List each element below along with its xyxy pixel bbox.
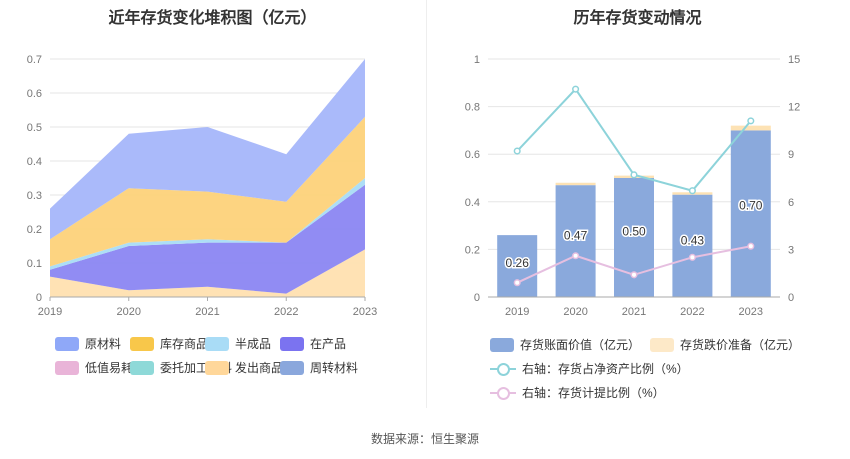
bar-book-value [555,185,596,297]
panel-divider [426,0,427,408]
line-point [630,271,638,279]
area-series-4 [50,59,365,240]
y2-tick-label: 6 [788,197,794,209]
y-tick-label: 0.4 [465,197,480,209]
legend-line-marker [490,386,516,400]
x-tick-label: 2022 [680,306,704,318]
right-chart-title: 历年存货变动情况 [573,10,702,27]
bar-book-value [730,130,771,297]
legend-label: 半成品 [235,337,272,351]
legend-label: 库存商品 [160,337,209,351]
legend-item[interactable]: 在产品 [280,335,346,352]
area-series-0 [50,249,365,297]
line-point [688,187,696,195]
legend-label: 存货账面价值（亿元） [520,338,641,352]
y2-tick-label: 0 [788,292,794,304]
legend-item[interactable]: 原材料 [55,335,121,352]
legend-item[interactable]: 右轴：存货计提比例（%） [490,384,665,401]
x-tick-label: 2019 [505,306,529,318]
left-chart-areas [50,59,365,297]
bar-book-value [672,194,713,297]
x-tick-label: 2023 [739,306,763,318]
legend-label: 存货跌价准备（亿元） [680,338,801,352]
y-tick-label: 0.7 [27,54,42,66]
data-source-note: 数据来源：恒生聚源 [370,432,479,446]
legend-item[interactable]: 周转材料 [280,359,358,376]
legend-label: 右轴：存货占净资产比例（%） [522,362,689,376]
legend-label: 发出商品 [235,361,284,375]
charts-canvas: 0 0.1 0.2 0.3 0.4 0.5 0.6 0.7 2019 2020 2021 2022 20… [27,54,801,318]
right-chart-lines [513,85,755,287]
legend-swatch [205,360,229,375]
left-chart-title: 近年存货变化堆积图（亿元） [108,10,317,27]
right-chart-axes: 0 0.2 0.4 0.6 0.8 1 0 3 6 9 12 15 2019 2020 2021 2022 20… [465,54,801,318]
legend-swatch [55,336,79,351]
bar-impairment [730,125,771,131]
legend-item[interactable]: 发出商品 [205,359,283,376]
y2-tick-label: 9 [788,149,794,161]
y-tick-label: 1 [474,54,480,66]
bar-impairment [555,182,596,186]
x-tick-label: 2023 [353,306,377,318]
y-tick-label: 0.2 [27,224,42,236]
legend-label: 右轴：存货计提比例（%） [522,386,665,400]
line-point [688,253,696,261]
legend-swatch [205,336,229,351]
line-point [513,279,521,287]
right-chart-labels: 0.26 0.47 0.50 0.43 0.70 [504,197,764,272]
left-chart-axes: 0 0.1 0.2 0.3 0.4 0.5 0.6 0.7 2019 2020 2021 2022 20… [27,54,378,318]
x-tick-label: 2020 [563,306,587,318]
legend-swatch [650,337,674,352]
legend-swatch [55,360,79,375]
y-tick-label: 0.3 [27,190,42,202]
y-tick-label: 0 [474,292,480,304]
legend-item[interactable]: 半成品 [205,335,271,352]
bar-value-label: 0.70 [739,198,763,212]
line-point [630,171,638,179]
legend-swatch [130,336,154,351]
legend-label: 原材料 [85,337,122,351]
y-tick-label: 0.6 [465,149,480,161]
line-point [572,252,580,260]
legend-label: 周转材料 [310,361,359,375]
line-point [572,85,580,93]
y-tick-label: 0 [36,292,42,304]
area-series-1 [50,184,365,294]
legend-item[interactable]: 存货账面价值（亿元） [490,336,640,353]
bar-value-label: 0.26 [506,256,530,270]
x-tick-label: 2021 [622,306,646,318]
bar-book-value [497,235,538,297]
y-tick-label: 0.5 [27,122,42,134]
y-tick-label: 0.6 [27,88,42,100]
x-tick-label: 2022 [274,306,298,318]
y2-tick-label: 3 [788,244,794,256]
bar-value-label: 0.50 [622,225,646,239]
y-tick-label: 0.4 [27,156,42,168]
line-point [513,147,521,155]
y2-tick-label: 15 [788,54,800,66]
legend-item[interactable]: 库存商品 [130,335,208,352]
y-tick-label: 0.1 [27,258,42,270]
legend-swatch [490,337,514,352]
legend-swatch [280,360,304,375]
x-tick-label: 2019 [38,306,62,318]
x-tick-label: 2020 [117,306,141,318]
line-point [747,242,755,250]
legend-label: 在产品 [310,337,347,351]
legend-line-marker [490,362,516,376]
legend-item[interactable]: 右轴：存货占净资产比例（%） [490,360,689,377]
legend-item[interactable]: 存货跌价准备（亿元） [650,336,800,353]
y-tick-label: 0.8 [465,102,480,114]
x-tick-label: 2021 [195,306,219,318]
bar-value-label: 0.47 [564,228,588,242]
legend-swatch [130,360,154,375]
y2-tick-label: 12 [788,102,800,114]
line-point [747,117,755,125]
y-tick-label: 0.2 [465,244,480,256]
bar-value-label: 0.43 [681,234,705,248]
legend-swatch [280,336,304,351]
